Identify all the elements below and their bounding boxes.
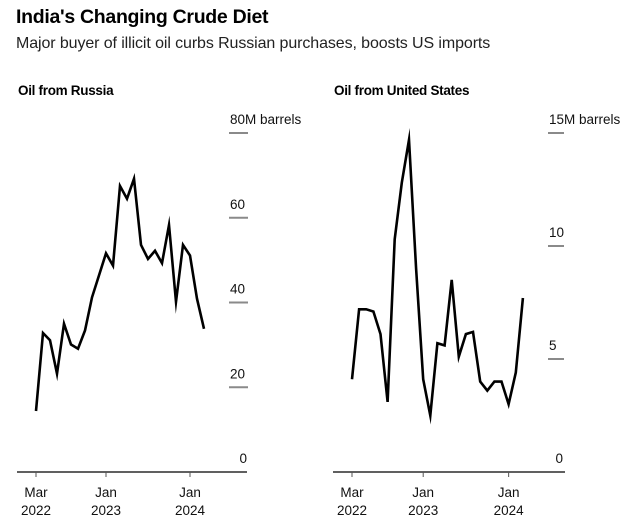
russia-data-point	[42, 332, 45, 335]
us-data-point	[351, 378, 354, 381]
y-tick-label: 0	[239, 451, 247, 466]
russia-data-point	[77, 347, 80, 350]
x-tick-label-month: Jan	[412, 485, 434, 500]
us-data-point	[458, 355, 461, 358]
x-tick-label-year: 2024	[494, 503, 525, 518]
russia-data-point	[175, 300, 178, 303]
y-tick-label: 0	[555, 451, 563, 466]
russia-data-point	[119, 185, 122, 188]
us-data-point	[415, 267, 418, 270]
us-data-point	[472, 331, 475, 334]
x-tick-label-month: Mar	[24, 485, 48, 500]
us-data-point	[429, 414, 432, 417]
us-data-point	[486, 389, 489, 392]
chart-title: India's Changing Crude Diet	[16, 6, 269, 28]
us-data-point	[436, 342, 439, 345]
us-data-point	[372, 310, 375, 313]
us-panel-title: Oil from United States	[334, 83, 470, 98]
y-tick-label: 20	[230, 366, 245, 381]
us-series-line	[350, 128, 525, 425]
russia-data-point	[49, 339, 52, 342]
us-data-point	[422, 378, 425, 381]
x-tick-label-year: 2024	[175, 503, 206, 518]
us-data-point	[465, 333, 468, 336]
russia-data-point	[161, 262, 164, 265]
us-data-point	[408, 138, 411, 141]
russia-data-point	[56, 372, 59, 375]
russia-data-point	[35, 410, 38, 413]
russia-data-point	[98, 274, 101, 277]
y-tick-label: 10	[549, 225, 564, 240]
x-tick-label-month: Jan	[498, 485, 520, 500]
russia-data-point	[189, 254, 192, 257]
y-tick-label: 5	[549, 338, 557, 353]
russia-data-point	[70, 343, 73, 346]
russia-data-point	[133, 177, 136, 180]
x-tick-label-year: 2023	[91, 503, 121, 518]
us-data-point	[443, 344, 446, 347]
us-data-point	[493, 380, 496, 383]
us-data-point	[393, 238, 396, 241]
chart-subtitle: Major buyer of illicit oil curbs Russian…	[16, 35, 491, 52]
us-data-point	[365, 308, 368, 311]
us-data-point	[401, 181, 404, 184]
x-tick-label-year: 2022	[337, 503, 367, 518]
russia-data-point	[168, 224, 171, 227]
us-data-point	[379, 333, 382, 336]
y-tick-label: 15M barrels	[549, 112, 621, 127]
x-tick-label-year: 2023	[408, 503, 438, 518]
russia-data-point	[105, 252, 108, 255]
us-data-point	[507, 403, 510, 406]
us-data-point	[358, 308, 361, 311]
us-chart: 0 5 10 15M barrels Mar 2022 Jan 2023 Jan 2024	[333, 112, 621, 518]
x-tick-label-year: 2022	[21, 503, 51, 518]
russia-series-line	[34, 172, 206, 412]
us-data-point	[479, 380, 482, 383]
y-tick-label: 40	[230, 282, 245, 297]
russia-chart: 0 20 40 60 80M barrels Mar 2022 Jan 2023 Jan 2024	[17, 112, 302, 518]
russia-data-point	[196, 297, 199, 300]
x-tick-label-month: Jan	[95, 485, 117, 500]
us-data-point	[450, 279, 453, 282]
russia-data-point	[154, 250, 157, 253]
x-tick-label-month: Jan	[179, 485, 201, 500]
russia-data-point	[112, 264, 115, 267]
russia-panel-title: Oil from Russia	[18, 83, 114, 98]
russia-data-point	[63, 322, 66, 325]
us-data-point	[514, 371, 517, 374]
russia-data-point	[91, 296, 94, 299]
y-tick-label: 80M barrels	[230, 112, 302, 127]
russia-data-point	[147, 258, 150, 261]
us-data-point	[500, 380, 503, 383]
russia-data-point	[182, 244, 185, 247]
russia-data-point	[84, 329, 87, 332]
us-data-point	[386, 401, 389, 404]
russia-data-point	[126, 197, 129, 200]
russia-data-point	[203, 327, 206, 330]
y-tick-label: 60	[230, 197, 245, 212]
russia-data-point	[140, 244, 143, 247]
x-tick-label-month: Mar	[340, 485, 364, 500]
us-data-point	[522, 297, 525, 300]
